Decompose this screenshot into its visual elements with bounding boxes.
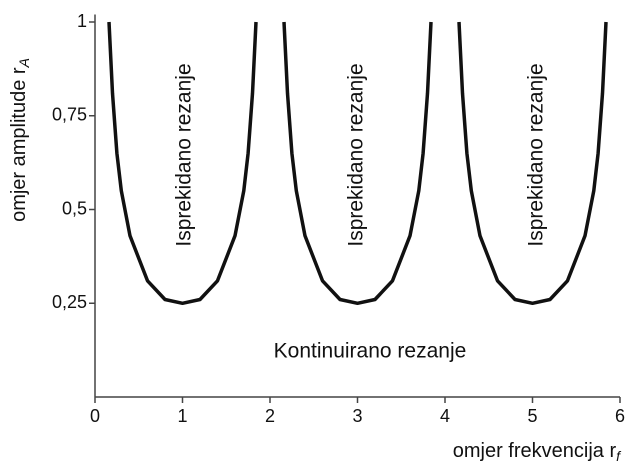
- y-axis-label-main: omjer amplitude r: [8, 67, 30, 222]
- x-tick-label: 1: [177, 406, 187, 426]
- annotation: Isprekidano rezanje: [345, 63, 368, 246]
- curve: [107, 21, 608, 306]
- y-axis-label-sub: A: [16, 58, 32, 68]
- y-axis-label: omjer amplitude rA: [8, 58, 31, 222]
- y-tick-label: 0,75: [52, 105, 87, 125]
- y-tick-label: 0,5: [62, 198, 87, 218]
- y-tick-label: 1: [77, 11, 87, 31]
- x-axis-label-main: omjer frekvencija r: [453, 440, 617, 462]
- x-axis-label: omjer frekvencija rf: [453, 440, 622, 463]
- x-tick-label: 5: [527, 406, 537, 426]
- x-axis-label-sub: f: [616, 448, 622, 464]
- x-tick-label: 2: [265, 406, 275, 426]
- x-tick-label: 0: [90, 406, 100, 426]
- annotation: Isprekidano rezanje: [173, 63, 196, 246]
- x-tick-label: 4: [440, 406, 450, 426]
- y-tick-label: 0,25: [52, 292, 87, 312]
- x-tick-label: 3: [352, 406, 362, 426]
- annotation: Isprekidano rezanje: [525, 63, 548, 246]
- annotation: Kontinuirano rezanje: [274, 340, 467, 363]
- x-tick-label: 6: [615, 406, 625, 426]
